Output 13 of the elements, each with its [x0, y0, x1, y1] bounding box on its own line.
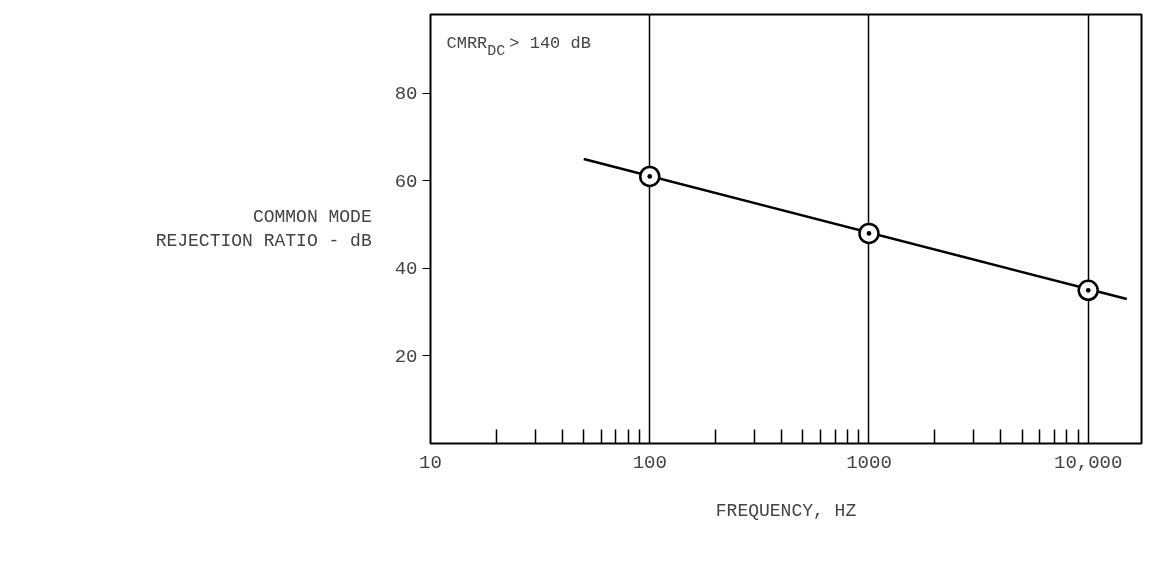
y-tick-label: 60 [394, 170, 418, 193]
point [638, 165, 661, 188]
x-tick-label: 10,000 [1054, 451, 1123, 474]
x-tick-label: 100 [632, 451, 667, 474]
y-axis-title: COMMON MODE REJECTION RATIO - dB [155, 207, 372, 251]
x-tick-label: 1000 [846, 451, 892, 474]
point [858, 222, 880, 245]
x-tick-label: 10 [419, 451, 442, 474]
y-tick-label: 40 [394, 258, 418, 281]
y-tick-label: 20 [394, 345, 418, 368]
x-axis-title: FREQUENCY, HZ [715, 500, 857, 521]
point [1077, 279, 1099, 302]
y-tick-label: 80 [394, 83, 418, 106]
